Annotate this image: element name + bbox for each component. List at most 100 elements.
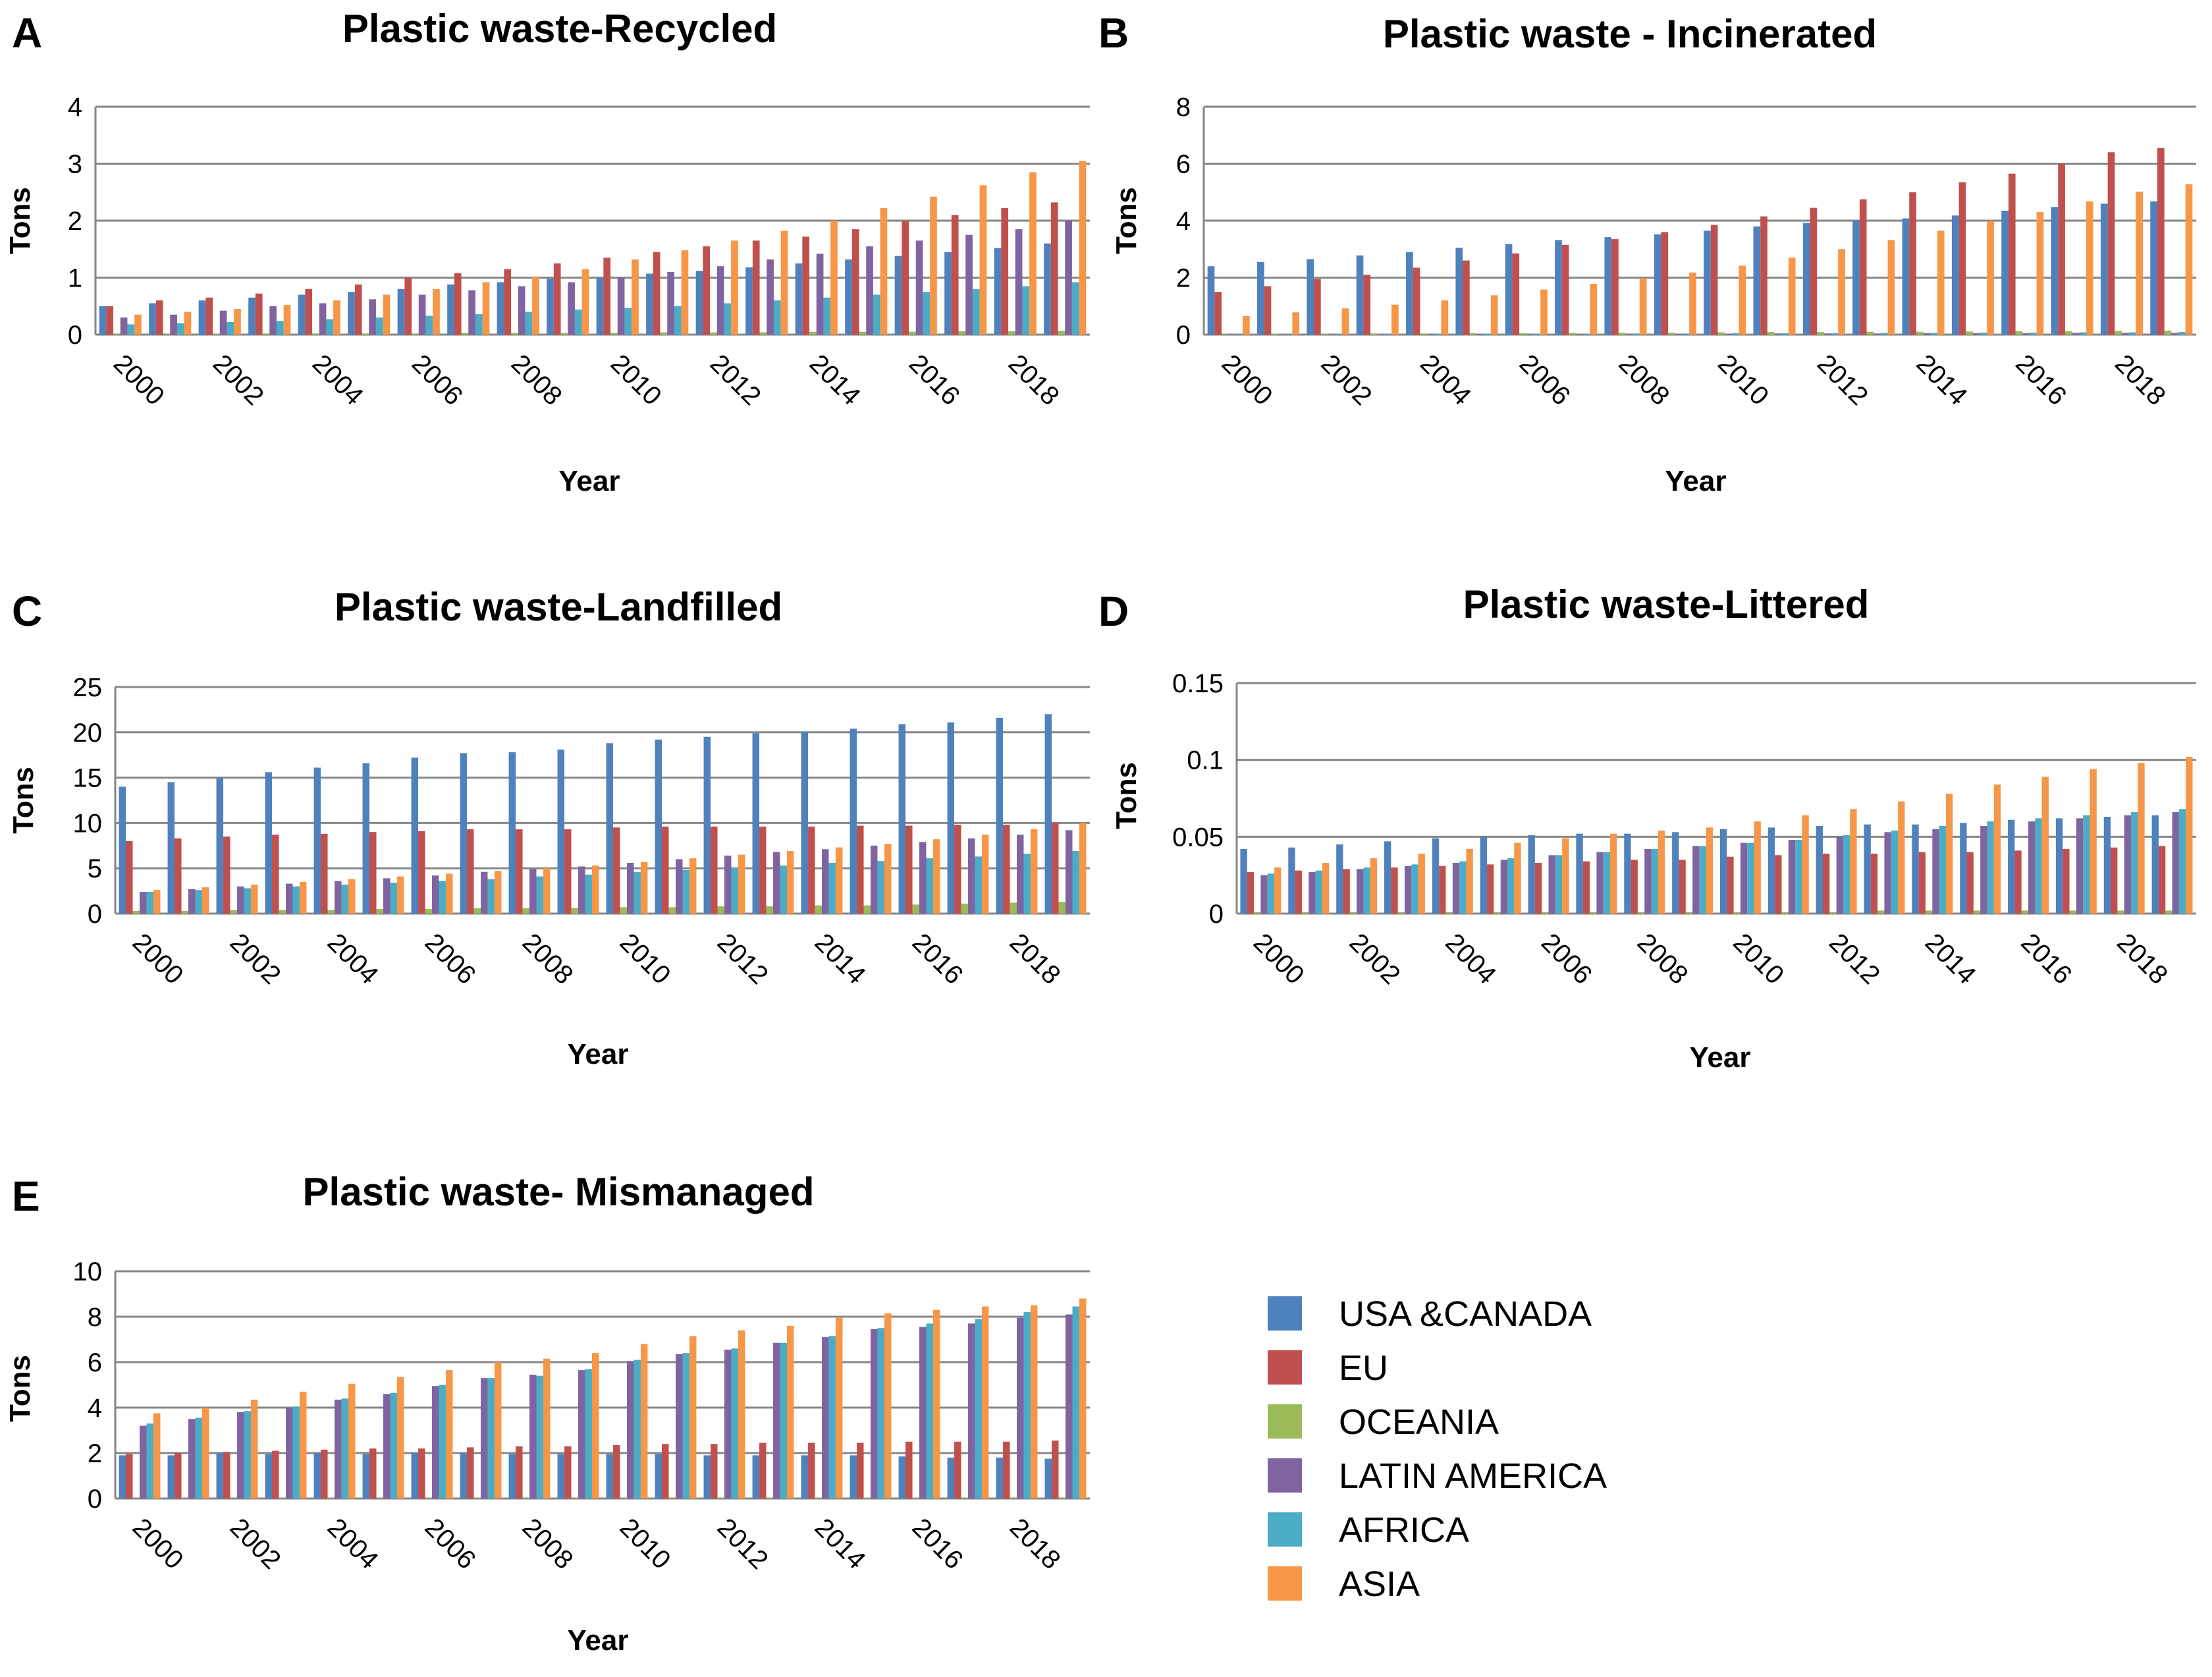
bar-a-asia-2009: [581, 269, 589, 335]
bar-e-usa-canada-2007: [460, 1453, 468, 1498]
bar-b-eu-2010: [1710, 225, 1718, 335]
bar-a-oceania-2004: [312, 333, 319, 335]
bar-b-asia-2003: [1391, 304, 1399, 335]
panel-d-xtick-label: 2002: [1344, 928, 1406, 990]
bar-d-oceania-2015: [1973, 910, 1981, 914]
bar-a-eu-2000: [106, 306, 114, 335]
bar-b-eu-2018: [2107, 152, 2115, 335]
bar-d-usa-canada-2012: [1816, 826, 1823, 914]
bar-d-oceania-2003: [1397, 912, 1405, 914]
bar-e-africa-2016: [926, 1323, 933, 1498]
bar-b-latin-america-2019: [2171, 333, 2178, 335]
bar-e-asia-2016: [932, 1309, 940, 1498]
bar-a-asia-2016: [930, 196, 937, 335]
bar-d-latin-america-2001: [1308, 872, 1316, 914]
bar-e-asia-2007: [494, 1362, 502, 1498]
panel-c-xtick-label: 2006: [419, 928, 481, 990]
bar-b-oceania-2008: [1618, 332, 1626, 335]
panel-a-xlabel: Year: [559, 465, 620, 497]
bar-d-latin-america-2011: [1788, 840, 1796, 914]
bar-b-asia-2001: [1292, 312, 1300, 335]
bar-a-oceania-2005: [362, 333, 369, 335]
bar-c-usa-canada-2005: [362, 763, 370, 914]
bar-c-africa-2000: [146, 891, 153, 914]
bar-a-eu-2010: [603, 258, 611, 335]
bar-e-latin-america-2002: [237, 1412, 244, 1498]
bar-a-oceania-2003: [262, 333, 270, 335]
panel-d-xtick-label: 2008: [1632, 928, 1694, 990]
bar-c-oceania-2015: [863, 905, 871, 914]
panel-c-title: Plastic waste-Landfilled: [335, 585, 782, 629]
bar-b-oceania-2012: [1817, 332, 1824, 335]
bar-e-asia-2012: [738, 1330, 745, 1498]
bar-c-eu-2003: [272, 835, 279, 914]
bar-d-asia-2005: [1514, 842, 1521, 914]
bar-c-usa-canada-2018: [996, 717, 1004, 914]
bar-d-oceania-2010: [1733, 912, 1740, 914]
bar-b-usa-canada-2010: [1704, 231, 1711, 335]
bar-c-latin-america-2010: [627, 862, 634, 914]
panel-a-xtick-label: 2004: [307, 349, 369, 411]
bar-b-asia-2006: [1540, 289, 1548, 335]
bar-b-oceania-2004: [1420, 333, 1428, 335]
bar-a-usa-canada-2008: [497, 282, 504, 335]
panel-c-ytick-label: 5: [88, 854, 102, 883]
bar-c-africa-2018: [1023, 854, 1031, 914]
panel-letter-b: B: [1098, 9, 1129, 57]
panel-b-plot: 0 2 4 6 8 2000 2002 2004 2006 2008 2010 2012 2014 201…: [1176, 93, 2196, 411]
bar-d-usa-canada-2014: [1912, 824, 1919, 914]
bar-c-usa-canada-2015: [850, 729, 857, 914]
bar-b-oceania-2003: [1370, 333, 1378, 335]
bar-a-africa-2000: [127, 324, 135, 335]
bar-b-asia-2009: [1689, 272, 1696, 335]
panel-a-xtick-label: 2002: [207, 349, 269, 411]
bar-c-usa-canada-2019: [1044, 714, 1052, 914]
bar-b-eu-2012: [1810, 207, 1818, 335]
bar-b-eu-2008: [1611, 239, 1619, 335]
bar-b-africa-2013: [1880, 333, 1888, 335]
bar-c-oceania-2017: [961, 903, 968, 914]
bar-c-africa-2001: [195, 890, 202, 914]
bar-d-africa-2000: [1267, 873, 1275, 914]
panel-a-xtick-label: 2008: [506, 349, 568, 411]
bar-d-asia-2010: [1754, 821, 1761, 914]
bar-c-usa-canada-2009: [557, 749, 565, 914]
bar-d-latin-america-2010: [1740, 842, 1748, 914]
bar-a-eu-2012: [703, 246, 711, 335]
bar-a-oceania-2017: [958, 331, 966, 335]
bar-e-oceania-2019: [1058, 1497, 1066, 1498]
bar-b-asia-2018: [2136, 191, 2143, 335]
bar-e-asia-2001: [202, 1408, 209, 1498]
panel-c-ytick-label: 10: [73, 809, 103, 838]
bar-a-africa-2006: [425, 316, 433, 335]
bar-b-oceania-2011: [1767, 332, 1775, 335]
bar-a-asia-2011: [681, 250, 689, 335]
bar-a-eu-2006: [404, 277, 412, 335]
bar-a-latin-america-2014: [816, 254, 824, 335]
bar-d-oceania-2005: [1494, 912, 1501, 914]
bar-b-latin-america-2005: [1476, 334, 1484, 335]
legend-label-africa: AFRICA: [1339, 1510, 1469, 1550]
panel-a-ylabel: Tons: [4, 187, 36, 254]
bar-e-latin-america-2000: [140, 1425, 147, 1498]
bar-b-oceania-2002: [1320, 333, 1328, 335]
bar-c-oceania-2003: [279, 910, 286, 914]
bar-d-usa-canada-2019: [2151, 815, 2159, 914]
bar-b-usa-canada-2007: [1555, 240, 1562, 335]
bar-a-latin-america-2009: [568, 282, 575, 335]
panel-b-title: Plastic waste - Incinerated: [1383, 12, 1877, 56]
bar-c-eu-2008: [516, 829, 523, 914]
bar-b-oceania-2010: [1717, 332, 1725, 335]
bar-b-eu-2004: [1413, 267, 1420, 335]
bar-a-africa-2019: [1071, 282, 1079, 335]
bar-b-usa-canada-2019: [2150, 201, 2157, 335]
bar-a-usa-canada-2011: [646, 273, 653, 335]
bar-b-oceania-2017: [2064, 331, 2072, 335]
bar-b-africa-2011: [1781, 333, 1789, 335]
bar-c-eu-2005: [369, 832, 377, 914]
panel-b-xtick-label: 2008: [1613, 349, 1675, 411]
panel-c-ylabel: Tons: [7, 767, 40, 834]
bar-a-africa-2016: [923, 292, 931, 335]
panel-b-xtick-label: 2002: [1315, 349, 1377, 411]
bar-d-usa-canada-2013: [1864, 824, 1871, 914]
